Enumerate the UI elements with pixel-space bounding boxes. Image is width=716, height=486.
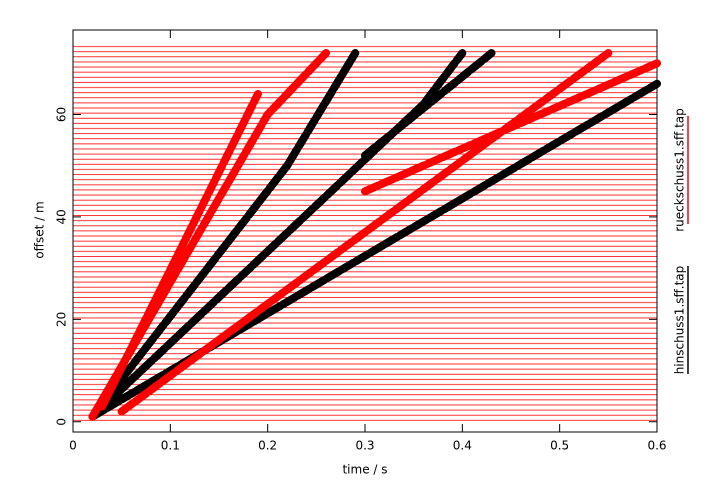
x-axis-label: time / s [342, 463, 387, 477]
x-tick-label: 0.5 [550, 439, 569, 453]
arrival-band [88, 49, 661, 421]
x-tick-label: 0.1 [161, 439, 180, 453]
y-tick-label: 0 [55, 418, 69, 426]
y-axis-label: offset / m [33, 201, 47, 258]
legend-label: rueckschuss1.sff.tap [673, 108, 687, 232]
legend-label: hinschuss1.sff.tap [673, 266, 687, 375]
x-tick-label: 0 [69, 439, 77, 453]
x-tick-label: 0.6 [647, 439, 666, 453]
arrival-band [88, 49, 661, 421]
y-tick-label: 60 [55, 107, 69, 122]
y-tick-label: 20 [55, 312, 69, 327]
x-tick-label: 0.4 [453, 439, 472, 453]
x-tick-label: 0.3 [355, 439, 374, 453]
y-tick-label: 40 [55, 209, 69, 224]
x-tick-label: 0.2 [258, 439, 277, 453]
